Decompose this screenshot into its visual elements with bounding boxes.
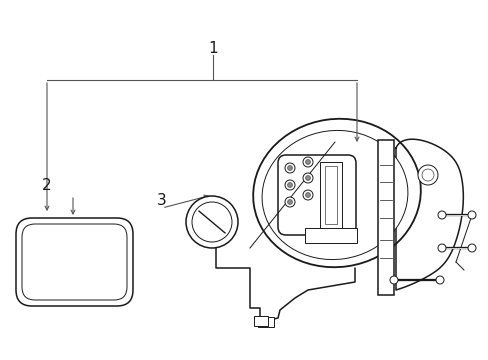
Circle shape [305,159,310,165]
Text: 2: 2 [42,177,52,193]
Circle shape [417,165,437,185]
Polygon shape [395,139,463,290]
FancyBboxPatch shape [278,155,355,235]
Ellipse shape [253,119,420,267]
Bar [253,316,267,326]
Bar [305,228,356,243]
Circle shape [305,193,310,198]
Ellipse shape [262,130,407,260]
Circle shape [285,163,294,173]
FancyBboxPatch shape [16,218,133,306]
Circle shape [192,202,231,242]
Circle shape [287,166,292,171]
Bar [319,162,341,230]
Circle shape [303,173,312,183]
Text: 3: 3 [157,193,166,207]
Circle shape [421,169,433,181]
Circle shape [287,199,292,204]
Bar [325,166,336,224]
Circle shape [437,244,445,252]
Circle shape [303,157,312,167]
Circle shape [287,183,292,188]
Circle shape [305,176,310,180]
Circle shape [285,197,294,207]
Circle shape [285,180,294,190]
Circle shape [435,276,443,284]
Circle shape [185,196,238,248]
Circle shape [389,276,397,284]
Circle shape [467,244,475,252]
Text: 1: 1 [208,41,217,55]
Bar [377,140,393,295]
Circle shape [437,211,445,219]
Circle shape [467,211,475,219]
Circle shape [303,190,312,200]
FancyBboxPatch shape [22,224,127,300]
Bar [258,317,273,327]
